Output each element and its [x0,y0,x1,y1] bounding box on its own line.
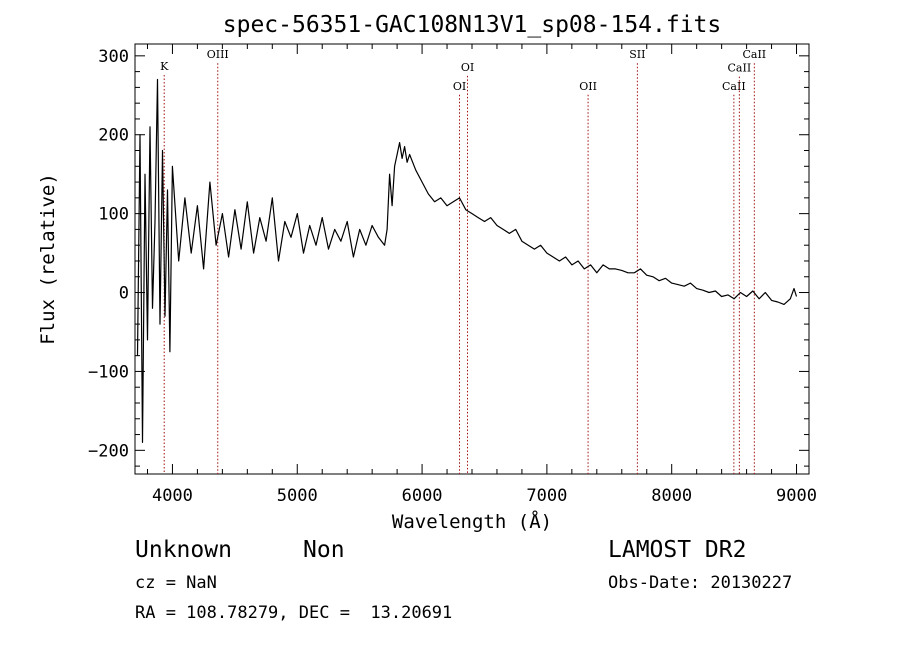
spectrum-line [136,78,798,443]
y-tick-label: 0 [119,284,129,304]
axis-ticks: 4000 5000 6000 7000 8000 9000 −200 −100 0 100 200 3… [88,44,817,506]
chart-title: spec-56351-GAC108N13V1_sp08-154.fits [223,12,722,38]
y-tick-label: −200 [88,441,129,461]
y-tick-label: −100 [88,362,129,382]
x-tick-label: 4000 [152,486,193,506]
y-axis-label: Flux (relative) [37,173,59,345]
y-tick-label: 200 [98,126,129,146]
obs-date-label: Obs-Date: 20130227 [608,573,793,593]
spectrum-series [136,78,798,443]
emission-line-label: OI [453,80,466,93]
x-tick-label: 8000 [651,486,692,506]
x-tick-label: 7000 [526,486,567,506]
emission-line-label: OII [579,80,597,93]
x-axis-label: Wavelength (Å) [392,510,552,533]
emission-line-label: SII [629,48,645,61]
emission-line-label: CaII [722,80,746,93]
x-tick-label: 6000 [402,486,443,506]
x-tick-label: 5000 [277,486,318,506]
coordinates-label: RA = 108.78279, DEC = 13.20691 [135,603,453,623]
emission-line-label: OI [461,61,474,74]
emission-line-label: CaII [728,62,752,75]
y-tick-label: 300 [98,47,129,67]
y-tick-label: 100 [98,205,129,225]
survey-label: LAMOST DR2 [608,537,747,563]
redshift-label: cz = NaN [135,573,217,593]
class-label: Unknown [135,537,232,563]
plot-frame [134,43,810,475]
emission-line-label: CaII [742,48,766,61]
subclass-label: Non [303,537,345,563]
emission-line-label: OIII [207,48,229,61]
x-tick-label: 9000 [776,486,817,506]
emission-line-label: K [160,60,169,73]
